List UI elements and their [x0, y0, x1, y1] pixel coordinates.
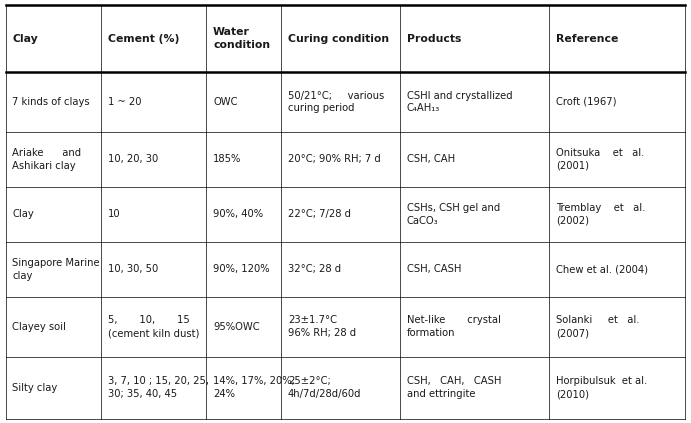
Text: Chew et al. (2004): Chew et al. (2004) — [556, 264, 648, 274]
Text: Clay: Clay — [12, 33, 38, 44]
Text: Tremblay    et   al.
(2002): Tremblay et al. (2002) — [556, 203, 646, 226]
Text: Solanki     et   al.
(2007): Solanki et al. (2007) — [556, 315, 640, 338]
Text: 3, 7, 10 ; 15, 20, 25,
30; 35, 40, 45: 3, 7, 10 ; 15, 20, 25, 30; 35, 40, 45 — [108, 376, 209, 399]
Text: Water
condition: Water condition — [213, 27, 270, 50]
Text: 23±1.7°C
96% RH; 28 d: 23±1.7°C 96% RH; 28 d — [288, 315, 356, 338]
Text: Clay: Clay — [12, 209, 34, 219]
Text: 90%, 40%: 90%, 40% — [213, 209, 263, 219]
Text: Curing condition: Curing condition — [288, 33, 389, 44]
Text: Reference: Reference — [556, 33, 618, 44]
Text: 10, 20, 30: 10, 20, 30 — [108, 154, 158, 164]
Text: Clayey soil: Clayey soil — [12, 322, 66, 332]
Text: CSH, CASH: CSH, CASH — [407, 264, 461, 274]
Text: OWC: OWC — [213, 97, 238, 107]
Text: 90%, 120%: 90%, 120% — [213, 264, 269, 274]
Text: Cement (%): Cement (%) — [108, 33, 179, 44]
Text: 25±2°C;
4h/7d/28d/60d: 25±2°C; 4h/7d/28d/60d — [288, 376, 361, 399]
Text: CSHI and crystallized
C₄AH₁₃: CSHI and crystallized C₄AH₁₃ — [407, 91, 513, 113]
Text: 1 ~ 20: 1 ~ 20 — [108, 97, 141, 107]
Text: Net-like       crystal
formation: Net-like crystal formation — [407, 315, 501, 338]
Text: CSHs, CSH gel and
CaCO₃: CSHs, CSH gel and CaCO₃ — [407, 203, 500, 226]
Text: Silty clay: Silty clay — [12, 383, 57, 393]
Text: CSH,   CAH,   CASH
and ettringite: CSH, CAH, CASH and ettringite — [407, 376, 501, 399]
Text: 7 kinds of clays: 7 kinds of clays — [12, 97, 90, 107]
Text: 32°C; 28 d: 32°C; 28 d — [288, 264, 341, 274]
Text: Croft (1967): Croft (1967) — [556, 97, 617, 107]
Text: 20°C; 90% RH; 7 d: 20°C; 90% RH; 7 d — [288, 154, 381, 164]
Text: Ariake      and
Ashikari clay: Ariake and Ashikari clay — [12, 148, 82, 171]
Text: 10: 10 — [108, 209, 120, 219]
Text: 10, 30, 50: 10, 30, 50 — [108, 264, 158, 274]
Text: 185%: 185% — [213, 154, 241, 164]
Text: CSH, CAH: CSH, CAH — [407, 154, 455, 164]
Text: 5,       10,       15
(cement kiln dust): 5, 10, 15 (cement kiln dust) — [108, 315, 199, 338]
Text: 14%, 17%, 20%,
24%: 14%, 17%, 20%, 24% — [213, 376, 295, 399]
Text: Onitsuka    et   al.
(2001): Onitsuka et al. (2001) — [556, 148, 645, 171]
Text: Horpibulsuk  et al.
(2010): Horpibulsuk et al. (2010) — [556, 376, 647, 399]
Text: 50/21°C;     various
curing period: 50/21°C; various curing period — [288, 91, 384, 113]
Text: Products: Products — [407, 33, 461, 44]
Text: 95%OWC: 95%OWC — [213, 322, 260, 332]
Text: 22°C; 7/28 d: 22°C; 7/28 d — [288, 209, 351, 219]
Text: Singapore Marine
clay: Singapore Marine clay — [12, 258, 100, 281]
